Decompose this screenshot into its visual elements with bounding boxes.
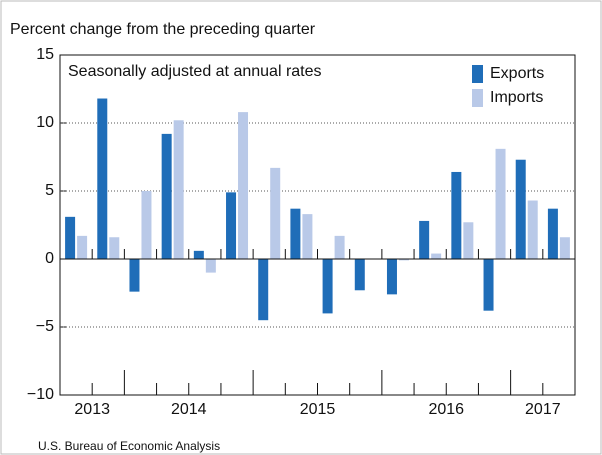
bar: [129, 259, 140, 292]
legend-swatch: [472, 89, 483, 107]
bar: [431, 253, 442, 259]
bar: [495, 148, 506, 259]
bar: [141, 191, 152, 259]
bar: [483, 259, 494, 311]
legend-swatch: [472, 65, 483, 83]
x-year-label: 2015: [300, 401, 336, 418]
bar: [547, 208, 558, 259]
bar: [161, 133, 172, 259]
bar: [515, 159, 526, 259]
bar: [65, 216, 76, 259]
plot-frame: [59, 54, 576, 396]
bar: [173, 120, 184, 259]
legend-label: Exports: [490, 65, 544, 82]
bar: [97, 98, 108, 260]
bar: [270, 167, 281, 259]
x-year-label: 2017: [525, 401, 561, 418]
legend-label: Imports: [490, 89, 543, 106]
bar: [205, 259, 216, 273]
annotation: Seasonally adjusted at annual rates: [68, 63, 322, 80]
bar: [109, 237, 120, 259]
bar: [419, 220, 430, 259]
x-year-label: 2013: [74, 401, 110, 418]
bar: [463, 222, 474, 259]
bar: [226, 192, 237, 259]
bar: [290, 208, 301, 259]
bar: [238, 112, 249, 260]
bar: [302, 214, 313, 259]
bar: [322, 259, 333, 314]
bar: [398, 259, 409, 261]
bar: [258, 259, 269, 321]
y-tick-label: −10: [27, 386, 54, 403]
bar: [193, 250, 204, 259]
bar: [354, 259, 365, 291]
source: U.S. Bureau of Economic Analysis: [38, 439, 220, 453]
y-tick-label: −5: [36, 318, 54, 335]
y-tick-label: 0: [45, 250, 54, 267]
y-tick-label: 10: [36, 114, 54, 131]
bar: [559, 237, 570, 259]
bar: [77, 235, 88, 259]
x-year-label: 2014: [171, 401, 207, 418]
bar: [386, 259, 397, 295]
y-tick-label: 15: [36, 46, 54, 63]
bar: [527, 200, 538, 259]
bar: [334, 235, 345, 259]
chart-title: Percent change from the preceding quarte…: [10, 21, 316, 38]
x-year-label: 2016: [428, 401, 464, 418]
bar: [451, 171, 462, 259]
y-tick-label: 5: [45, 182, 54, 199]
